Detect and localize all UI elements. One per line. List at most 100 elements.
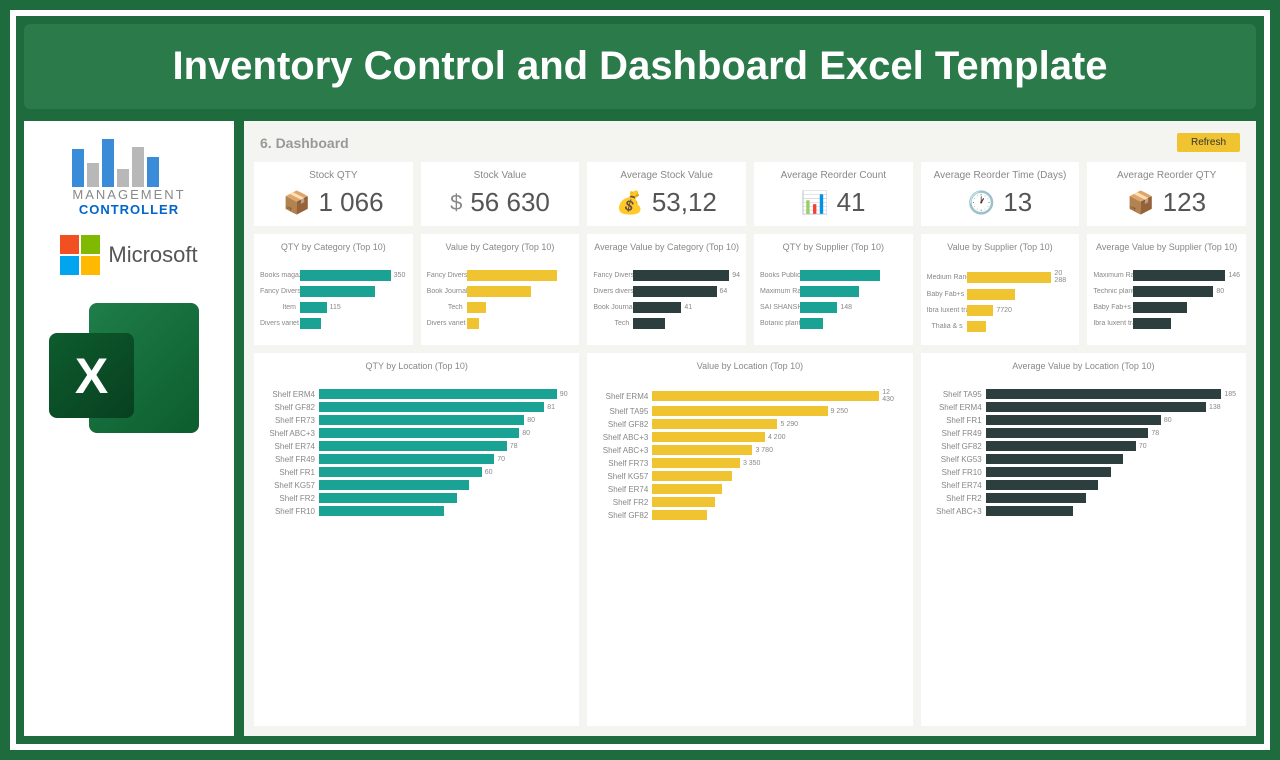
- kpi-value: 53,12: [652, 187, 717, 218]
- bar-fill: [300, 286, 375, 297]
- bar-label: SAI SHANSH: [760, 304, 800, 311]
- bar-row: Ibra luxent trad: [1093, 318, 1240, 329]
- bar-row: Fancy Diverse 94: [593, 270, 740, 281]
- bar-value: 80: [527, 417, 535, 424]
- bar-row: Shelf FR10: [264, 506, 569, 516]
- bar-label: Shelf ER74: [597, 485, 652, 494]
- location-chart-card: Average Value by Location (Top 10) Shelf…: [921, 353, 1246, 726]
- bar-value: 185: [1224, 391, 1236, 398]
- bar-label: Baby Fab+s: [927, 291, 967, 298]
- bar-row: Divers divers 64: [593, 286, 740, 297]
- bar-fill: [652, 497, 715, 507]
- chart-card: QTY by Supplier (Top 10) Books Public Ma…: [754, 234, 913, 345]
- refresh-button[interactable]: Refresh: [1177, 133, 1240, 152]
- bar-label: Book Journal: [593, 304, 633, 311]
- bar-fill: [319, 454, 494, 464]
- bar-row: Shelf TA95 185: [931, 389, 1236, 399]
- bar-row: Shelf ERM4 138: [931, 402, 1236, 412]
- bar-row: Medium Rang 20 288: [927, 270, 1074, 284]
- kpi-title: Average Reorder Time (Days): [927, 170, 1074, 181]
- bar-fill: [967, 305, 994, 316]
- bar-row: Shelf FR2: [931, 493, 1236, 503]
- chart-title: Value by Category (Top 10): [427, 242, 574, 264]
- chart-card: QTY by Category (Top 10) Books magaz 350…: [254, 234, 413, 345]
- bar-label: Maximum Rang: [760, 288, 800, 295]
- bar-label: Shelf FR2: [264, 494, 319, 503]
- bar-label: Medium Rang: [927, 274, 967, 281]
- bar-label: Shelf FR73: [597, 459, 652, 468]
- bar-row: Fancy Diverse: [427, 270, 574, 281]
- bar-label: Shelf FR1: [264, 468, 319, 477]
- bar-fill: [467, 318, 480, 329]
- bar-fill: [1133, 270, 1225, 281]
- bar-value: 4 200: [768, 434, 786, 441]
- bar-label: Item: [260, 304, 300, 311]
- bar-row: Baby Fab+s: [927, 289, 1074, 300]
- bar-fill: [467, 286, 531, 297]
- bar-row: Shelf ABC+3: [931, 506, 1236, 516]
- chart-title: Value by Supplier (Top 10): [927, 242, 1074, 264]
- kpi-card: Stock Value $ 56 630: [421, 162, 580, 226]
- excel-logo: X: [49, 293, 209, 443]
- management-text: MANAGEMENT: [72, 187, 185, 202]
- bar-row: Shelf GF82 81: [264, 402, 569, 412]
- bar-label: Shelf ERM4: [931, 403, 986, 412]
- bar-fill: [300, 318, 321, 329]
- bar-fill: [986, 506, 1074, 516]
- kpi-card: Stock QTY 📦 1 066: [254, 162, 413, 226]
- bar-label: Shelf FR10: [931, 468, 986, 477]
- main-title: Inventory Control and Dashboard Excel Te…: [24, 24, 1256, 109]
- location-charts-row: QTY by Location (Top 10) Shelf ERM4 90 S…: [254, 353, 1246, 726]
- bar-label: Baby Fab+s: [1093, 304, 1133, 311]
- kpi-row: Stock QTY 📦 1 066 Stock Value $ 56 630 A…: [254, 162, 1246, 226]
- bar-row: Shelf TA95 9 250: [597, 406, 902, 416]
- bar-fill: [633, 318, 665, 329]
- kpi-icon: 🕐: [968, 190, 995, 216]
- bar-value: 60: [485, 469, 493, 476]
- dashboard: 6. Dashboard Refresh Stock QTY 📦 1 066 S…: [244, 121, 1256, 736]
- bar-row: Divers variet: [427, 318, 574, 329]
- bar-row: Tech: [427, 302, 574, 313]
- kpi-value: 56 630: [470, 187, 550, 218]
- bar-row: Shelf ABC+3 80: [264, 428, 569, 438]
- bar-row: Divers variet: [260, 318, 407, 329]
- kpi-title: Average Stock Value: [593, 170, 740, 181]
- bar-value: 3 780: [755, 447, 773, 454]
- bar-value: 78: [510, 443, 518, 450]
- bar-fill: [1133, 286, 1213, 297]
- chart-title: QTY by Category (Top 10): [260, 242, 407, 264]
- bar-value: 94: [732, 272, 740, 279]
- content-row: MANAGEMENT CONTROLLER Microsoft X 6. Das…: [24, 121, 1256, 736]
- bar-fill: [467, 302, 486, 313]
- bar-fill: [986, 402, 1206, 412]
- bar-label: Shelf TA95: [597, 407, 652, 416]
- bar-row: Shelf KG53: [931, 454, 1236, 464]
- bar-row: Thalia & s: [927, 321, 1074, 332]
- kpi-card: Average Stock Value 💰 53,12: [587, 162, 746, 226]
- bar-fill: [319, 480, 469, 490]
- bar-fill: [986, 467, 1111, 477]
- bar-label: Shelf KG53: [931, 455, 986, 464]
- bar-row: Shelf FR1 60: [264, 467, 569, 477]
- bar-fill: [986, 493, 1086, 503]
- bar-value: 350: [394, 272, 406, 279]
- bar-fill: [652, 445, 752, 455]
- bar-fill: [319, 389, 557, 399]
- chart-title: Average Value by Supplier (Top 10): [1093, 242, 1240, 264]
- kpi-card: Average Reorder QTY 📦 123: [1087, 162, 1246, 226]
- bar-row: Shelf FR10: [931, 467, 1236, 477]
- bar-row: Shelf ER74: [597, 484, 902, 494]
- chart-card: Average Value by Category (Top 10) Fancy…: [587, 234, 746, 345]
- bar-fill: [800, 286, 859, 297]
- bar-row: Shelf GF82: [597, 510, 902, 520]
- chart-card: Value by Supplier (Top 10) Medium Rang 2…: [921, 234, 1080, 345]
- bar-value: 41: [684, 304, 692, 311]
- bar-row: Fancy Divers: [260, 286, 407, 297]
- bar-label: Divers variet: [260, 320, 300, 327]
- kpi-title: Stock QTY: [260, 170, 407, 181]
- bar-row: Books Public: [760, 270, 907, 281]
- bar-label: Shelf ERM4: [597, 392, 652, 401]
- bar-label: Fancy Diverse: [427, 272, 467, 279]
- kpi-icon: 💰: [616, 190, 643, 216]
- bar-fill: [652, 510, 707, 520]
